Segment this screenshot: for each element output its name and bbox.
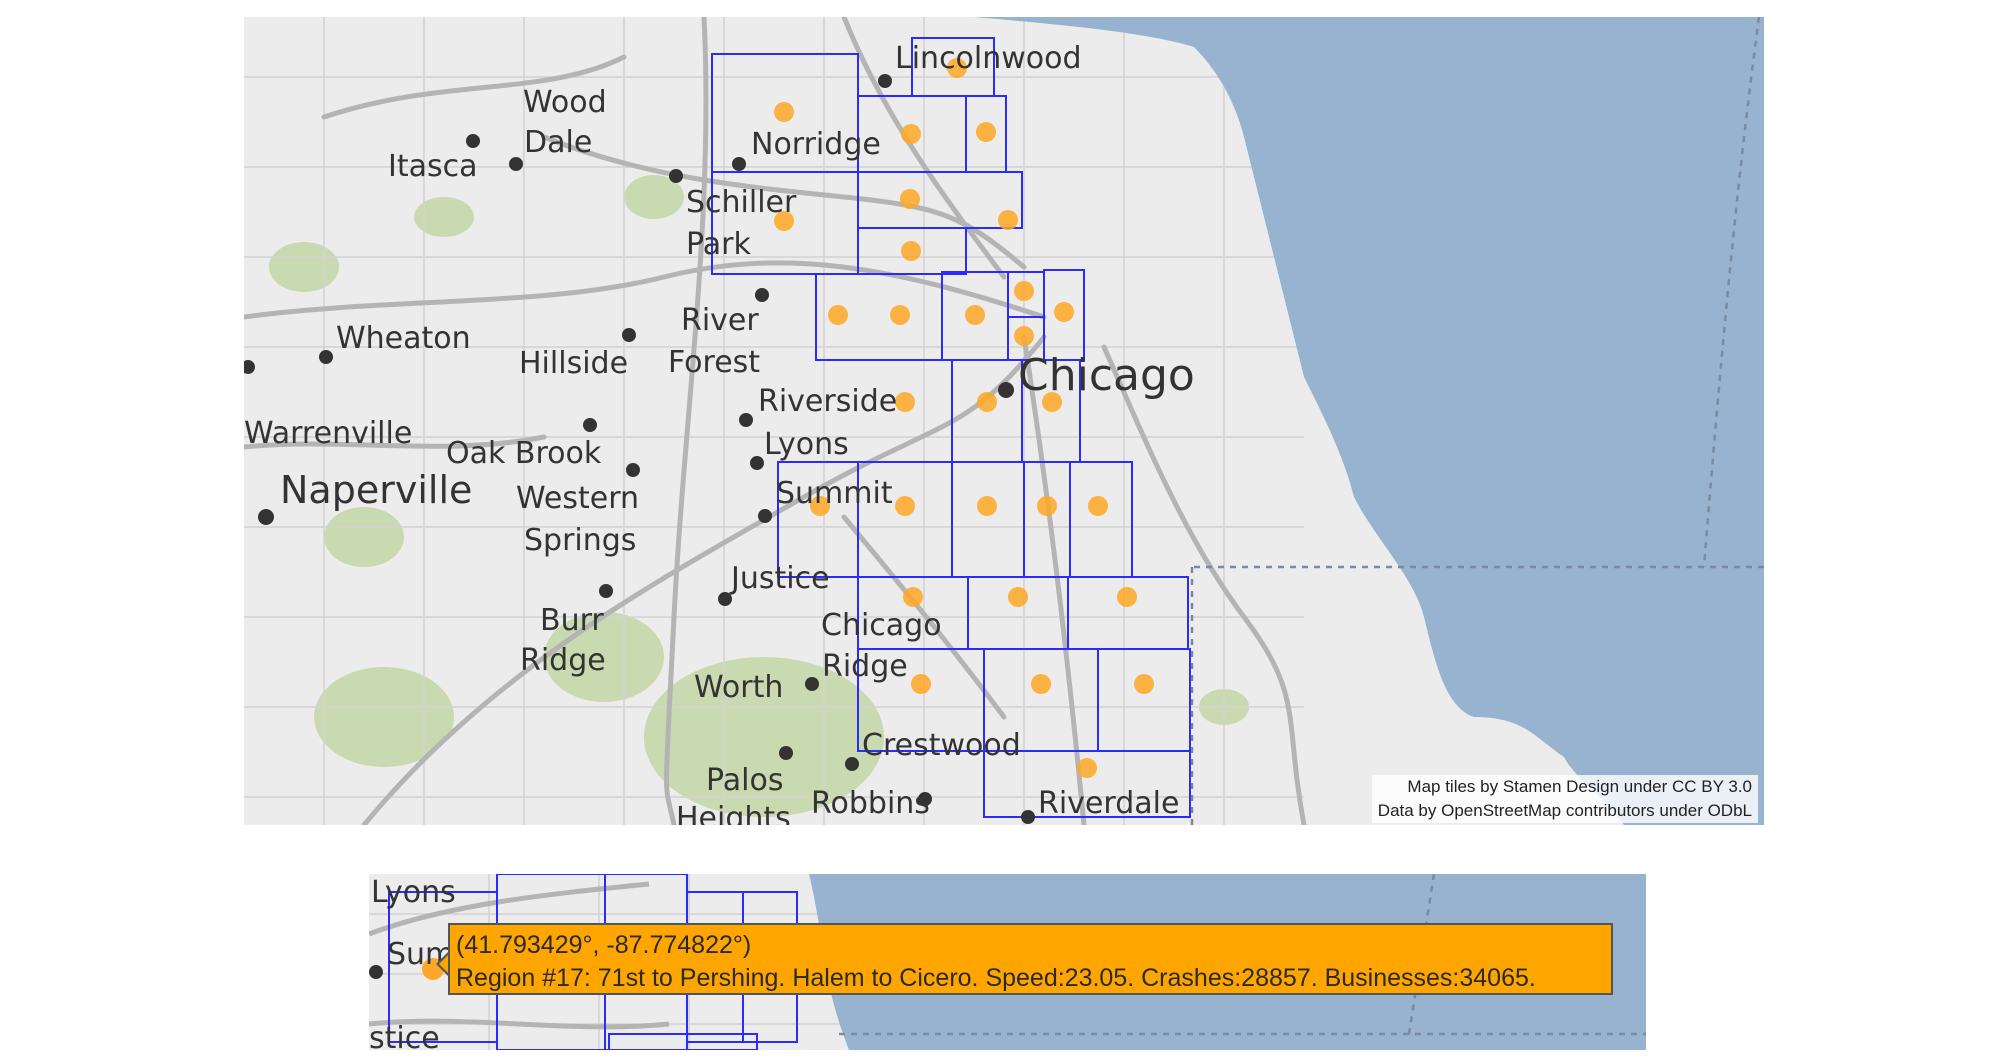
centroid-marker[interactable]	[900, 189, 920, 209]
centroid-marker[interactable]	[895, 496, 915, 516]
place-label: Dale	[524, 125, 592, 160]
place-label: Ridge	[520, 643, 606, 678]
centroid-marker[interactable]	[1042, 392, 1062, 412]
centroid-marker[interactable]	[1077, 758, 1097, 778]
attribution-line-2: Data by OpenStreetMap contributors under…	[1377, 801, 1752, 820]
centroid-marker[interactable]	[901, 124, 921, 144]
tooltip-pointer-fill	[439, 954, 449, 974]
place-label: Burr	[540, 603, 604, 638]
region-centroids	[774, 58, 1154, 778]
centroid-marker[interactable]	[911, 674, 931, 694]
centroid-marker[interactable]	[1054, 302, 1074, 322]
centroid-marker[interactable]	[1031, 674, 1051, 694]
zoom-map[interactable]: Lyons Sum stice (41.793429°, -87.774822°…	[369, 874, 1646, 1050]
place-label: stice	[369, 1021, 440, 1050]
place-label: Crestwood	[862, 728, 1021, 763]
main-map[interactable]: Lincolnwood Wood Dale Norridge Itasca Sc…	[244, 17, 1764, 825]
centroid-marker[interactable]	[890, 305, 910, 325]
centroid-marker[interactable]	[965, 305, 985, 325]
state-boundaries	[1190, 17, 1764, 825]
town-dots	[244, 74, 1035, 824]
centroid-marker[interactable]	[977, 496, 997, 516]
region-tooltip: (41.793429°, -87.774822°) Region #17: 71…	[448, 923, 1613, 995]
place-label: Lyons	[371, 875, 456, 910]
map-canvas[interactable]: Lincolnwood Wood Dale Norridge Itasca Sc…	[244, 17, 1764, 825]
place-label: Hillside	[519, 346, 628, 381]
place-labels: Lincolnwood Wood Dale Norridge Itasca Sc…	[244, 41, 1195, 825]
place-label: Wheaton	[336, 321, 471, 356]
road-grid	[244, 17, 1304, 825]
place-label: Norridge	[751, 127, 881, 162]
place-label: Forest	[668, 345, 760, 380]
centroid-marker[interactable]	[774, 102, 794, 122]
place-label: Park	[686, 227, 751, 262]
place-label: Wood	[523, 85, 607, 120]
state-boundaries	[839, 874, 1646, 1036]
place-label: Warrenville	[244, 416, 412, 451]
centroid-marker[interactable]	[901, 241, 921, 261]
centroid-marker[interactable]	[947, 58, 967, 78]
place-label: Lincolnwood	[895, 41, 1082, 76]
place-label: Riverdale	[1038, 786, 1179, 821]
place-label: Ridge	[822, 649, 908, 684]
place-label: Worth	[694, 670, 783, 705]
place-label: Lyons	[764, 427, 849, 462]
lake-michigan	[974, 17, 1764, 825]
centroid-marker[interactable]	[1088, 496, 1108, 516]
place-label: Summit	[776, 476, 893, 511]
town-dot	[369, 965, 383, 979]
centroid-marker[interactable]	[1134, 674, 1154, 694]
place-label: Schiller	[686, 185, 797, 220]
place-label: Western	[516, 481, 639, 516]
place-label: Robbins	[811, 786, 930, 821]
attribution-line-1: Map tiles by Stamen Design under CC BY 3…	[1407, 777, 1752, 796]
region-box[interactable]	[608, 1033, 758, 1050]
centroid-marker[interactable]	[977, 392, 997, 412]
centroid-marker[interactable]	[1014, 326, 1034, 346]
place-label: Heights	[676, 801, 791, 825]
centroid-marker[interactable]	[1008, 587, 1028, 607]
region-box[interactable]	[983, 750, 1191, 818]
centroid-marker[interactable]	[1117, 587, 1137, 607]
tooltip-coordinates: (41.793429°, -87.774822°)	[456, 931, 752, 959]
place-label: Chicago	[1018, 350, 1195, 401]
map-attribution: Map tiles by Stamen Design under CC BY 3…	[1371, 775, 1758, 823]
centroid-marker[interactable]	[976, 122, 996, 142]
centroid-marker[interactable]	[1037, 496, 1057, 516]
centroid-marker[interactable]	[774, 211, 794, 231]
highways	[369, 881, 670, 1030]
place-label: Palos	[706, 763, 783, 798]
tooltip-region-info: Region #17: 71st to Pershing. Halem to C…	[456, 964, 1536, 992]
place-label: Justice	[729, 561, 830, 596]
place-label: Oak Brook	[446, 436, 602, 471]
place-label: Springs	[524, 523, 636, 558]
centroid-marker[interactable]	[998, 210, 1018, 230]
centroid-marker[interactable]	[828, 305, 848, 325]
place-label: Itasca	[388, 149, 478, 184]
place-label: River	[681, 303, 759, 338]
place-label: Chicago	[821, 608, 942, 643]
centroid-marker[interactable]	[810, 496, 830, 516]
centroid-marker[interactable]	[903, 587, 923, 607]
place-label: Naperville	[280, 468, 472, 512]
centroid-marker[interactable]	[895, 392, 915, 412]
centroid-marker[interactable]	[1014, 281, 1034, 301]
place-label: Riverside	[758, 384, 897, 419]
region-boxes	[711, 37, 1191, 818]
